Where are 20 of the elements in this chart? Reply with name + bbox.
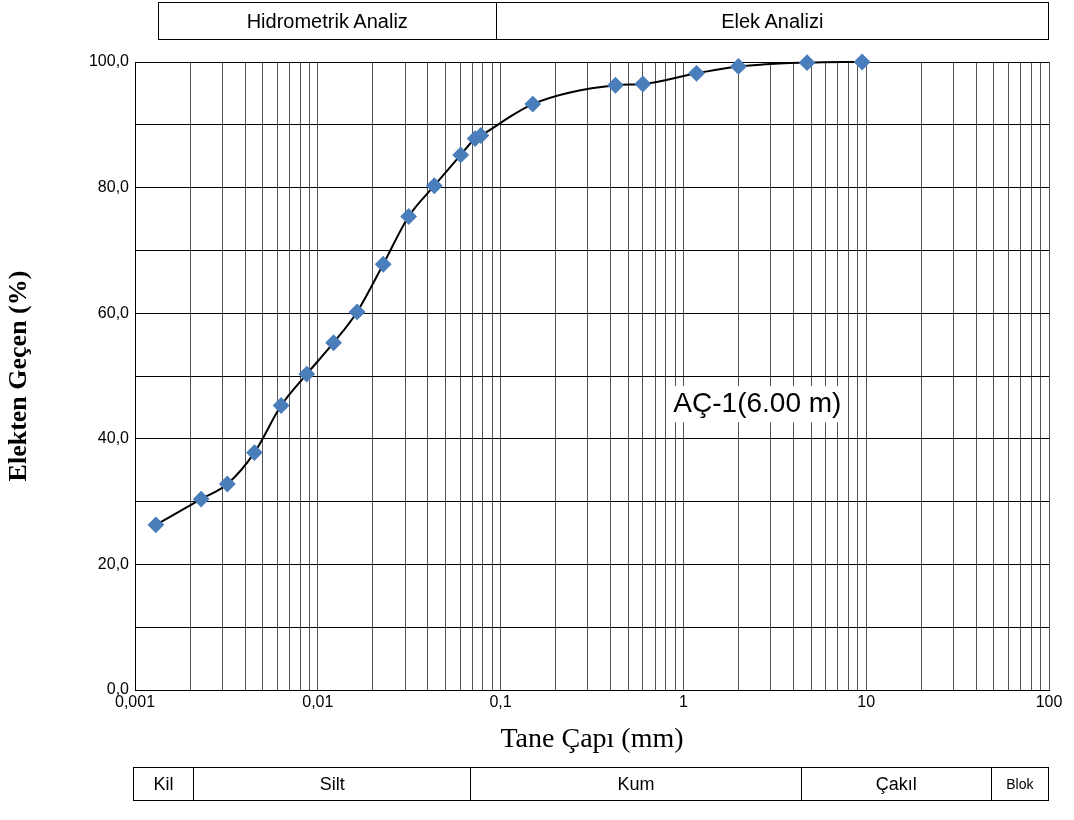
x-tick-label: 100 xyxy=(1035,693,1063,711)
text: Elek Analizi xyxy=(495,3,1048,39)
y-axis-title: Elekten Geçen (%) xyxy=(3,270,33,482)
y-tick-label: 20,0 xyxy=(97,554,130,572)
x-tick-label: 0,1 xyxy=(489,693,512,711)
y-tick-label: 60,0 xyxy=(97,303,130,321)
text: Kum xyxy=(470,768,801,800)
x-tick-label: 0,01 xyxy=(302,693,334,711)
text: Kil xyxy=(133,768,194,800)
x-axis-title: Tane Çapı (mm) xyxy=(500,721,684,753)
y-tick-label: 80,0 xyxy=(97,178,130,196)
y-tick-label: 100,0 xyxy=(88,52,130,70)
x-tick-label: 1 xyxy=(678,693,688,711)
text: Hidrometrik Analiz xyxy=(157,3,496,39)
text: Silt xyxy=(193,768,471,800)
y-tick-label: 40,0 xyxy=(97,429,130,447)
text: Blok xyxy=(990,768,1048,800)
x-tick-label: 10 xyxy=(857,693,876,711)
text: Çakıl xyxy=(800,768,991,800)
annotation: AÇ-1(6.00 m) xyxy=(673,386,842,418)
